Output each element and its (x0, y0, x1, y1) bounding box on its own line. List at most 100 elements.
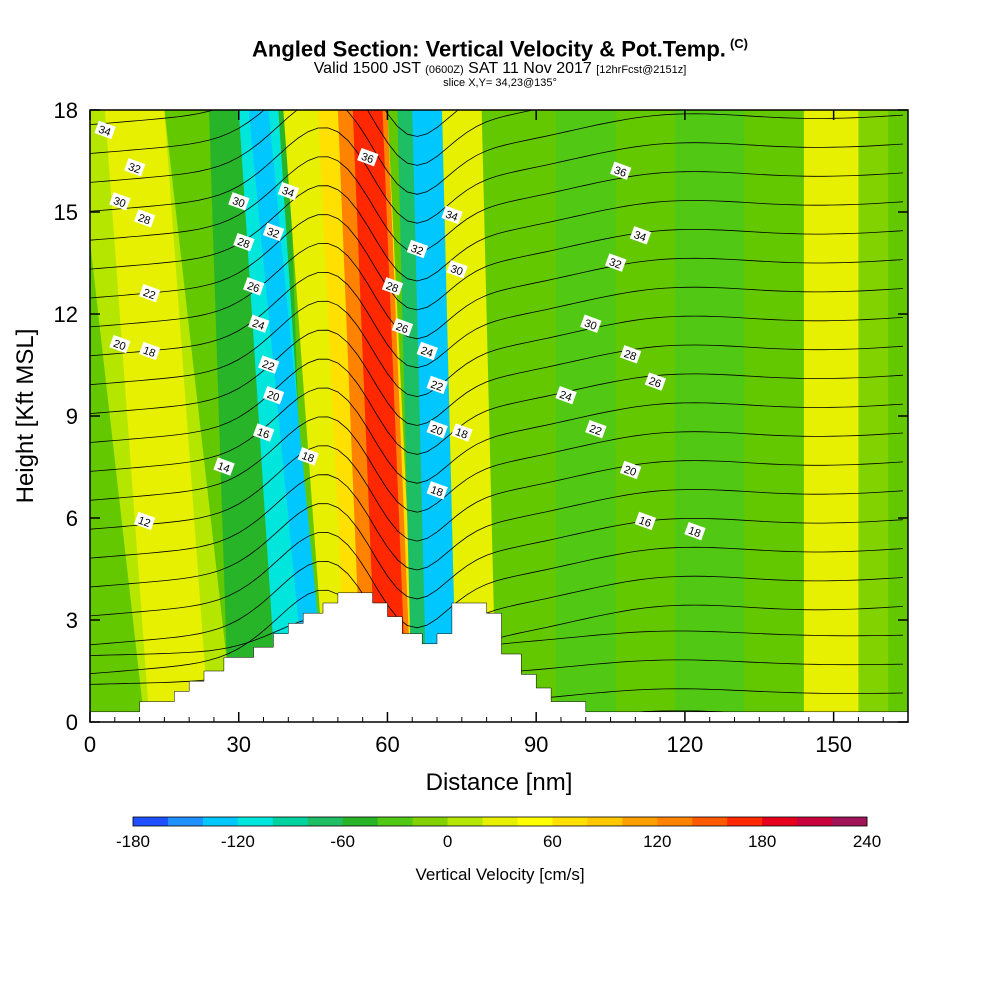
theta-contour (90, 214, 904, 311)
colorbar-segment (552, 817, 588, 826)
chart-title-tag: (C) (729, 36, 748, 51)
colorbar-segment (167, 817, 204, 826)
contour-label-text: 24 (419, 345, 435, 360)
contour-label-box (619, 460, 642, 480)
theta-contour (90, 532, 904, 629)
velocity-band (104, 110, 209, 722)
theta-contour (90, 185, 904, 282)
contour-label-box (629, 226, 652, 245)
contour-label-text: 28 (622, 348, 638, 363)
contour-label: 34 (441, 205, 463, 225)
contour-label-box (297, 447, 319, 466)
contour-label-box (252, 423, 275, 442)
theta-contour (90, 300, 904, 398)
contour-label-text: 30 (112, 195, 128, 210)
colorbar-segment (482, 817, 518, 826)
colorbar-segment (762, 817, 798, 826)
contour-label: 18 (426, 481, 448, 500)
chart-title-text: Angled Section: Vertical Velocity & Pot.… (252, 36, 726, 62)
x-tick-label: 90 (524, 732, 548, 757)
contour-label: 32 (124, 158, 146, 177)
contour-label-text: 32 (265, 226, 281, 241)
contour-label: 20 (262, 385, 285, 405)
contour-label-box (451, 423, 473, 442)
contour-label: 36 (609, 161, 632, 180)
contour-label-box (277, 181, 300, 201)
colorbar-segment (237, 817, 274, 826)
theta-contour (90, 127, 904, 224)
contour-label-text: 34 (97, 124, 113, 139)
contour-label-box (441, 205, 463, 225)
contour-label-box (262, 222, 285, 242)
contour-label-box (94, 120, 116, 140)
contour-label: 18 (138, 341, 161, 361)
contour-label: 24 (416, 341, 438, 361)
contour-label: 28 (133, 209, 156, 228)
contour-label: 30 (228, 192, 250, 211)
colorbar-tick-label: -180 (116, 832, 150, 851)
valid-time: Valid 1500 JST (313, 60, 421, 77)
contour-label-box (381, 277, 404, 296)
contour-label-text: 20 (265, 389, 281, 404)
velocity-band (858, 110, 889, 722)
theta-contour (90, 243, 904, 340)
colorbar-label: Vertical Velocity [cm/s] (415, 865, 584, 884)
contour-label: 18 (451, 423, 473, 442)
contour-label-box (124, 158, 146, 177)
colorbar-segment (832, 817, 868, 826)
y-tick-label: 15 (54, 200, 78, 225)
contour-label-box (248, 314, 270, 333)
contour-label: 22 (585, 419, 607, 439)
contour-label-box (109, 334, 131, 354)
contour-label-text: 36 (359, 151, 375, 166)
contour-label-box (213, 457, 235, 476)
contour-label-box (406, 239, 429, 259)
contour-label-box (262, 385, 285, 405)
velocity-band (585, 110, 616, 722)
contour-label-box (555, 385, 577, 405)
contour-label-text: 18 (141, 345, 157, 360)
contour-label-text: 28 (136, 212, 152, 227)
contour-label-box (138, 341, 161, 361)
contour-label-text: 22 (588, 423, 604, 438)
contour-label: 30 (580, 314, 602, 333)
chart-subtitle: Valid 1500 JST (0600Z) SAT 11 Nov 2017 [… (0, 60, 1000, 78)
contour-label: 30 (446, 260, 468, 279)
contour-label-text: 16 (637, 515, 653, 530)
contour-label: 36 (357, 147, 379, 167)
contour-label-text: 30 (583, 317, 599, 332)
x-tick-label: 120 (667, 732, 704, 757)
contour-label: 24 (555, 385, 577, 405)
velocity-band (352, 110, 408, 722)
contour-label: 30 (109, 192, 131, 211)
theta-contour (90, 110, 535, 166)
contour-label: 34 (629, 226, 652, 245)
contour-label-text: 36 (612, 164, 628, 179)
x-tick-label: 150 (815, 732, 852, 757)
colorbar-frame (132, 816, 868, 827)
contour-label-text: 12 (136, 515, 152, 530)
contour-label-text: 18 (429, 484, 445, 499)
contour-label: 18 (684, 521, 706, 541)
theta-contour (90, 503, 904, 600)
contour-label: 32 (604, 253, 627, 272)
theta-contour (90, 93, 903, 108)
contour-label-box (609, 161, 632, 180)
contour-label: 24 (248, 314, 270, 333)
contour-label-text: 14 (216, 460, 232, 475)
contour-label: 32 (262, 222, 285, 242)
terrain-profile (89, 592, 909, 723)
contour-label: 26 (391, 317, 414, 337)
contour-label-text: 18 (454, 426, 470, 441)
contour-label-text: 32 (409, 243, 425, 258)
colorbar-segment (517, 817, 553, 826)
contour-label-text: 26 (647, 375, 663, 390)
theta-contour (90, 110, 904, 195)
contour-label-box (133, 511, 156, 531)
x-tick-label: 30 (226, 732, 250, 757)
contour-label-text: 28 (236, 236, 252, 251)
contour-label-text: 18 (300, 450, 316, 465)
contour-label-box (109, 192, 131, 211)
